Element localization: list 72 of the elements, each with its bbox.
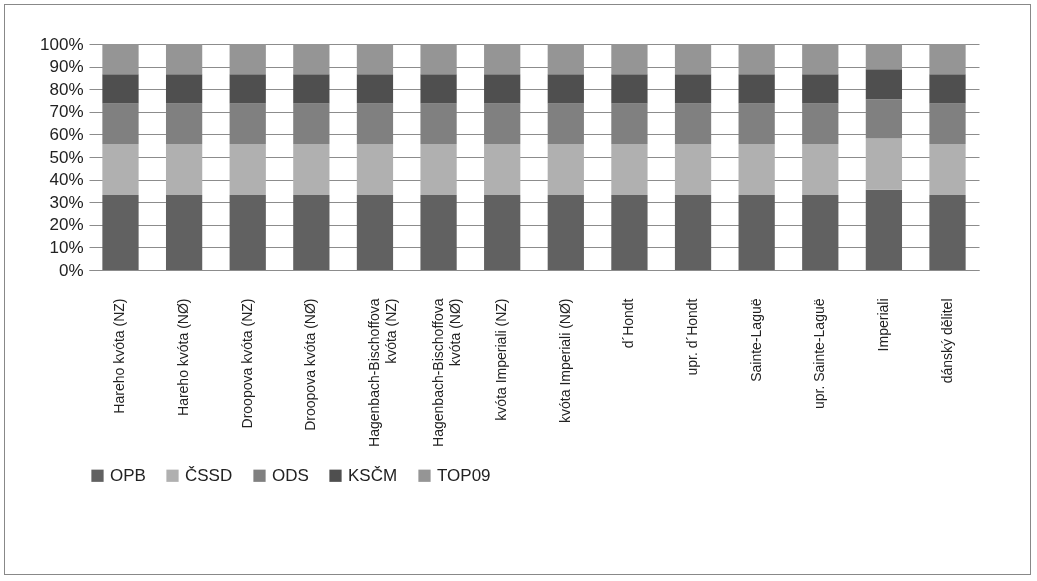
bar: [611, 194, 648, 270]
x-tick-label: upr. d´Hondt: [684, 298, 701, 376]
legend-label: OPB: [110, 465, 146, 485]
bar: [738, 143, 775, 195]
bar: [102, 143, 139, 195]
legend-label: KSČM: [348, 465, 398, 485]
x-tick-label: kvóta Imperiali (NØ): [556, 298, 573, 423]
x-tick-label: Droopova kvóta (NØ): [302, 298, 319, 431]
bar: [356, 194, 394, 270]
y-tick-label: 80%: [49, 79, 84, 99]
y-tick-label: 50%: [49, 147, 84, 167]
bar: [674, 194, 712, 270]
bar: [293, 194, 330, 270]
y-tick-label: 70%: [49, 102, 84, 122]
bar: [484, 143, 521, 195]
legend-label: TOP09: [437, 465, 491, 485]
bar: [484, 74, 521, 104]
x-tick-label: upr. Sainte-Laguë: [811, 298, 828, 410]
bar: [165, 74, 203, 104]
bar: [865, 138, 903, 190]
bar: [547, 74, 584, 104]
bar: [611, 143, 648, 195]
x-tick-label: d´Hondt: [620, 298, 637, 349]
x-tick-label: Hareho kvóta (NZ): [111, 298, 128, 414]
legend-label: ODS: [272, 465, 309, 485]
bar: [738, 74, 775, 104]
bar: [929, 74, 966, 104]
bar: [165, 194, 203, 270]
x-tick-label: Hareho kvóta (NØ): [175, 298, 192, 416]
bar: [611, 74, 648, 104]
bar: [356, 74, 394, 104]
bar: [802, 74, 839, 104]
y-tick-label: 20%: [49, 215, 84, 235]
x-tick-label: Hagenbach-Bischoffova kvóta (NØ): [429, 298, 463, 447]
y-tick-label: 30%: [49, 192, 84, 212]
bar: [229, 143, 266, 195]
bar: [929, 194, 966, 270]
bar: [165, 143, 203, 195]
x-tick-label: Imperiali: [874, 298, 891, 352]
bar: [356, 143, 394, 195]
y-tick-label: 0%: [58, 260, 84, 280]
bar: [865, 69, 903, 100]
legend-label: ČSSD: [185, 465, 233, 485]
y-tick-label: 60%: [49, 124, 84, 144]
y-tick-label: 40%: [49, 170, 84, 190]
bar: [802, 143, 839, 195]
bar: [420, 194, 457, 270]
x-tick-label: Hagenbach-Bischoffova kvóta (NZ): [365, 298, 399, 447]
bar: [420, 74, 457, 104]
bar: [802, 194, 839, 270]
bar: [484, 194, 521, 270]
bar: [229, 74, 266, 104]
x-tick-label: Droopova kvóta (NZ): [238, 298, 255, 429]
bar: [929, 143, 966, 195]
bar: [547, 194, 584, 270]
bar: [738, 194, 775, 270]
x-tick-label: Sainte-Laguë: [747, 298, 764, 382]
bar: [102, 74, 139, 104]
bar: [420, 143, 457, 195]
x-tick-label: dánský dělitel: [938, 298, 955, 384]
bar: [229, 194, 266, 270]
x-tick-label: kvóta Imperiali (NZ): [493, 298, 510, 421]
y-tick-label: 10%: [49, 237, 84, 257]
bar: [547, 143, 584, 195]
bar: [293, 143, 330, 195]
bar: [865, 189, 903, 270]
bar: [102, 194, 139, 270]
bar: [674, 143, 712, 195]
y-tick-label: 90%: [49, 57, 84, 77]
bar: [293, 74, 330, 104]
bar: [674, 74, 712, 104]
y-tick-label: 100%: [40, 34, 84, 54]
